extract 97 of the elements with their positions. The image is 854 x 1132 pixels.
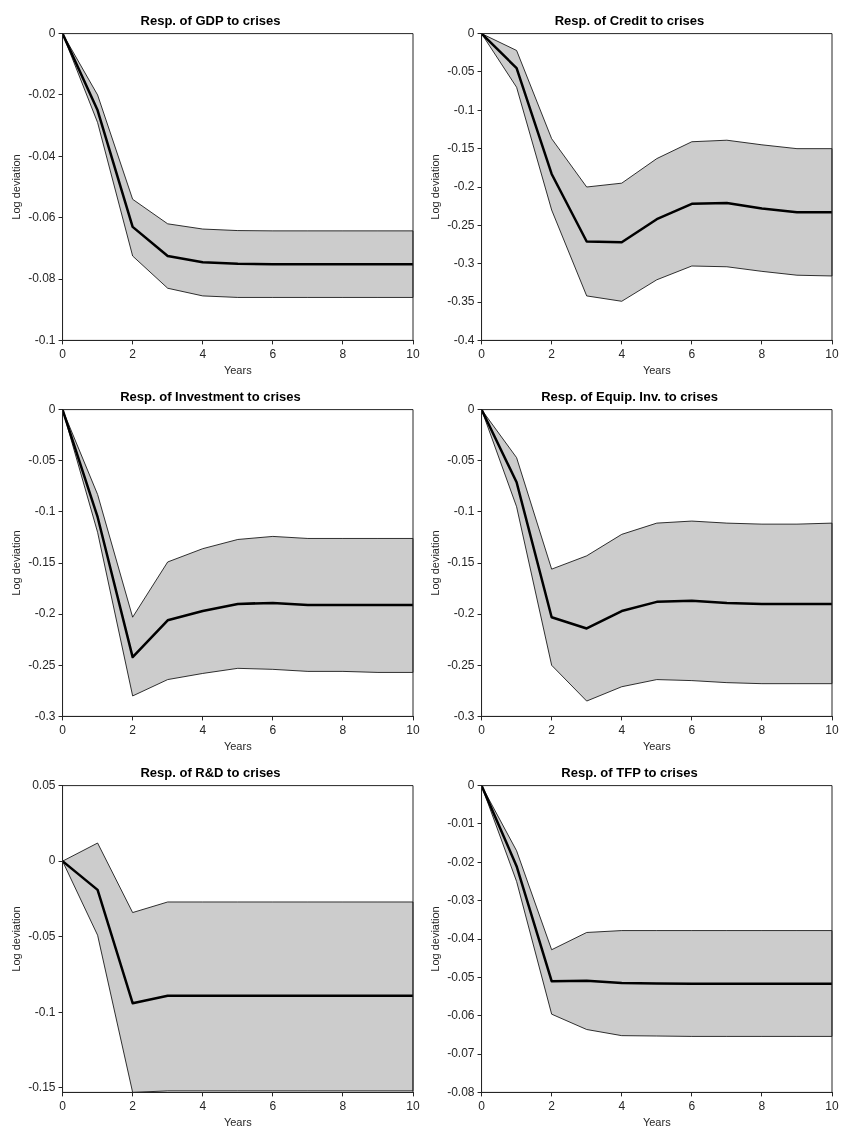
y-tick-label: -0.35	[447, 294, 475, 309]
chart-title: Resp. of Investment to crises	[120, 389, 301, 405]
x-tick-label: 6	[688, 1098, 696, 1113]
x-tick-label: 6	[688, 346, 696, 361]
y-tick-label: 0	[48, 25, 56, 40]
y-tick-label: -0.15	[28, 555, 56, 570]
x-tick-label: 2	[548, 722, 556, 737]
y-tick-label: 0	[48, 401, 56, 416]
y-tick-label: 0	[467, 25, 475, 40]
x-tick-label: 8	[758, 346, 766, 361]
y-tick-label: -0.05	[447, 453, 475, 468]
x-tick-label: 8	[758, 1098, 766, 1113]
x-tick-label: 10	[406, 346, 420, 361]
y-tick-label: -0.3	[453, 708, 475, 723]
y-tick-label: -0.05	[447, 969, 475, 984]
x-tick-label: 10	[825, 1098, 839, 1113]
x-tick-label: 0	[59, 722, 67, 737]
y-tick-label: -0.25	[447, 217, 475, 232]
y-tick-label: -0.06	[28, 209, 56, 224]
y-axis-title: Log deviation	[9, 154, 22, 220]
y-tick-label: -0.1	[34, 1004, 56, 1019]
x-tick-label: 0	[478, 722, 486, 737]
x-tick-label: 0	[59, 1098, 67, 1113]
x-tick-label: 6	[269, 1098, 277, 1113]
x-tick-label: 2	[129, 346, 137, 361]
y-tick-label: -0.02	[28, 87, 56, 102]
y-tick-label: -0.25	[447, 657, 475, 672]
y-tick-label: 0.05	[32, 777, 56, 792]
y-tick-label: -0.06	[447, 1008, 475, 1023]
x-tick-label: 2	[548, 346, 556, 361]
y-axis-title: Log deviation	[9, 906, 22, 972]
x-tick-label: 8	[339, 1098, 347, 1113]
y-tick-label: -0.4	[453, 332, 475, 347]
x-tick-label: 8	[758, 722, 766, 737]
chart-title: Resp. of TFP to crises	[561, 765, 698, 781]
y-axis-title: Log deviation	[428, 154, 441, 220]
x-tick-label: 4	[618, 346, 626, 361]
x-tick-label: 6	[269, 722, 277, 737]
chart-title: Resp. of GDP to crises	[140, 13, 281, 29]
x-tick-label: 4	[618, 722, 626, 737]
y-tick-label: -0.05	[28, 453, 56, 468]
y-tick-label: -0.1	[453, 102, 475, 117]
y-tick-label: -0.1	[34, 504, 56, 519]
x-tick-label: 8	[339, 346, 347, 361]
x-axis-title: Years	[223, 740, 253, 753]
x-tick-label: 10	[406, 722, 420, 737]
x-axis-title: Years	[642, 740, 672, 753]
x-axis-title: Years	[642, 364, 672, 377]
y-tick-label: -0.08	[447, 1084, 475, 1099]
y-tick-label: -0.2	[453, 606, 475, 621]
y-axis-title: Log deviation	[9, 530, 22, 596]
y-tick-label: -0.02	[447, 854, 475, 869]
y-tick-label: -0.08	[28, 271, 56, 286]
y-tick-label: -0.25	[28, 657, 56, 672]
y-axis-title: Log deviation	[428, 906, 441, 972]
x-axis-title: Years	[223, 364, 253, 377]
y-tick-label: -0.01	[447, 816, 475, 831]
y-tick-label: -0.1	[34, 332, 56, 347]
x-tick-label: 8	[339, 722, 347, 737]
x-axis-title: Years	[223, 1116, 253, 1129]
x-tick-label: 2	[129, 1098, 137, 1113]
y-tick-label: -0.15	[447, 140, 475, 155]
x-tick-label: 2	[548, 1098, 556, 1113]
x-tick-label: 10	[825, 346, 839, 361]
x-tick-label: 4	[199, 722, 207, 737]
y-tick-label: -0.15	[447, 555, 475, 570]
y-tick-label: -0.05	[447, 64, 475, 79]
chart-title: Resp. of R&D to crises	[140, 765, 281, 781]
y-tick-label: -0.07	[447, 1046, 475, 1061]
y-tick-label: -0.1	[453, 504, 475, 519]
y-tick-label: -0.2	[34, 606, 56, 621]
x-tick-label: 0	[59, 346, 67, 361]
x-tick-label: 2	[129, 722, 137, 737]
x-tick-label: 0	[478, 346, 486, 361]
x-axis-title: Years	[642, 1116, 672, 1129]
y-tick-label: -0.15	[28, 1080, 56, 1095]
y-tick-label: 0	[467, 777, 475, 792]
x-tick-label: 10	[825, 722, 839, 737]
y-axis-title: Log deviation	[428, 530, 441, 596]
chart-title: Resp. of Equip. Inv. to crises	[541, 389, 718, 405]
y-tick-label: -0.3	[453, 256, 475, 271]
y-tick-label: -0.03	[447, 892, 475, 907]
y-tick-label: -0.04	[447, 931, 475, 946]
y-tick-label: 0	[48, 853, 56, 868]
y-tick-label: -0.2	[453, 179, 475, 194]
y-tick-label: 0	[467, 401, 475, 416]
x-tick-label: 10	[406, 1098, 420, 1113]
y-tick-label: -0.3	[34, 708, 56, 723]
y-tick-label: -0.04	[28, 148, 56, 163]
x-tick-label: 0	[478, 1098, 486, 1113]
x-tick-label: 4	[199, 346, 207, 361]
y-tick-label: -0.05	[28, 929, 56, 944]
chart-title: Resp. of Credit to crises	[554, 13, 705, 29]
x-tick-label: 4	[199, 1098, 207, 1113]
x-tick-label: 6	[269, 346, 277, 361]
x-tick-label: 6	[688, 722, 696, 737]
x-tick-label: 4	[618, 1098, 626, 1113]
